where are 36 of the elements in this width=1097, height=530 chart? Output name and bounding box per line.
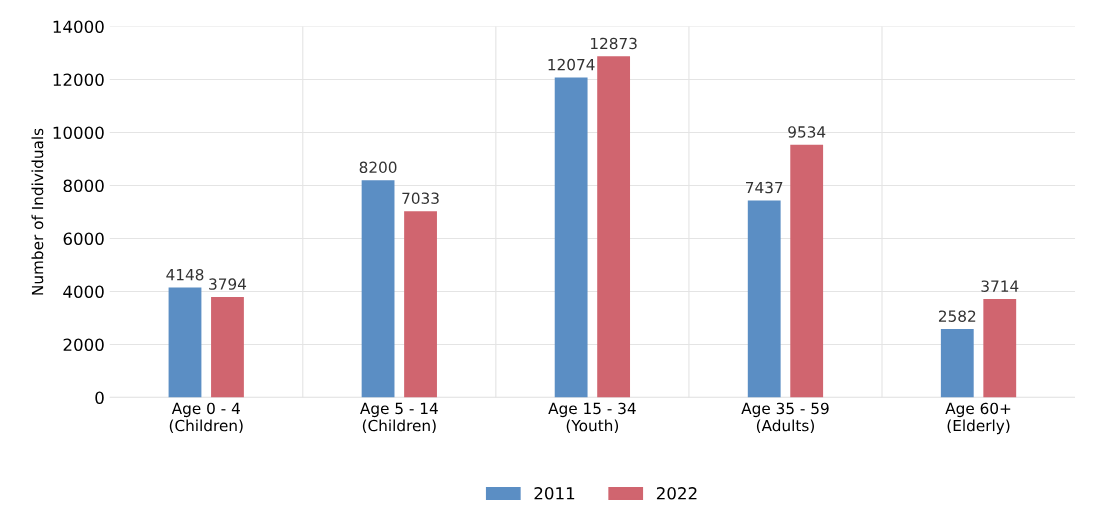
y-tick-label: 8000: [63, 179, 104, 193]
bar: [983, 299, 1017, 398]
y-tick-label: 4000: [63, 285, 104, 299]
x-tick-label: Age 35 - 59 (Adults): [741, 402, 829, 434]
x-tick-label: Age 15 - 34 (Youth): [548, 402, 636, 434]
data-label: 8200: [359, 161, 397, 174]
y-tick-label: 6000: [63, 232, 104, 246]
legend-label: 2022: [656, 486, 697, 500]
y-axis-title: Number of Individuals: [31, 128, 44, 295]
data-label: 7437: [746, 181, 783, 194]
x-tick-label: Age 5 - 14 (Children): [360, 402, 438, 434]
bar: [404, 211, 437, 398]
x-tick-label: Age 60+ (Elderly): [945, 402, 1011, 435]
bar: [790, 144, 824, 398]
data-label: 3714: [981, 280, 1019, 292]
bar: [940, 329, 974, 398]
bar: [747, 200, 781, 398]
bar: [554, 77, 588, 398]
data-label: 2582: [938, 310, 976, 322]
data-label: 4148: [166, 268, 204, 281]
y-tick-label: 10000: [53, 126, 104, 140]
bar: [211, 296, 244, 398]
bar: [168, 287, 202, 398]
y-tick-label: 2000: [63, 338, 104, 352]
legend-label: 2011: [534, 486, 575, 500]
data-label: 9534: [788, 126, 826, 138]
bar: [597, 56, 631, 398]
bar: [361, 180, 395, 398]
data-label: 12074: [548, 58, 595, 71]
y-tick-label: 0: [95, 391, 104, 405]
y-tick-label: 14000: [53, 20, 104, 34]
data-label: 7033: [402, 192, 439, 204]
y-tick-label: 12000: [53, 73, 104, 87]
data-label: 12873: [590, 37, 637, 50]
x-tick-label: Age 0 - 4 (Children): [169, 402, 243, 434]
data-label: 3794: [209, 278, 247, 290]
